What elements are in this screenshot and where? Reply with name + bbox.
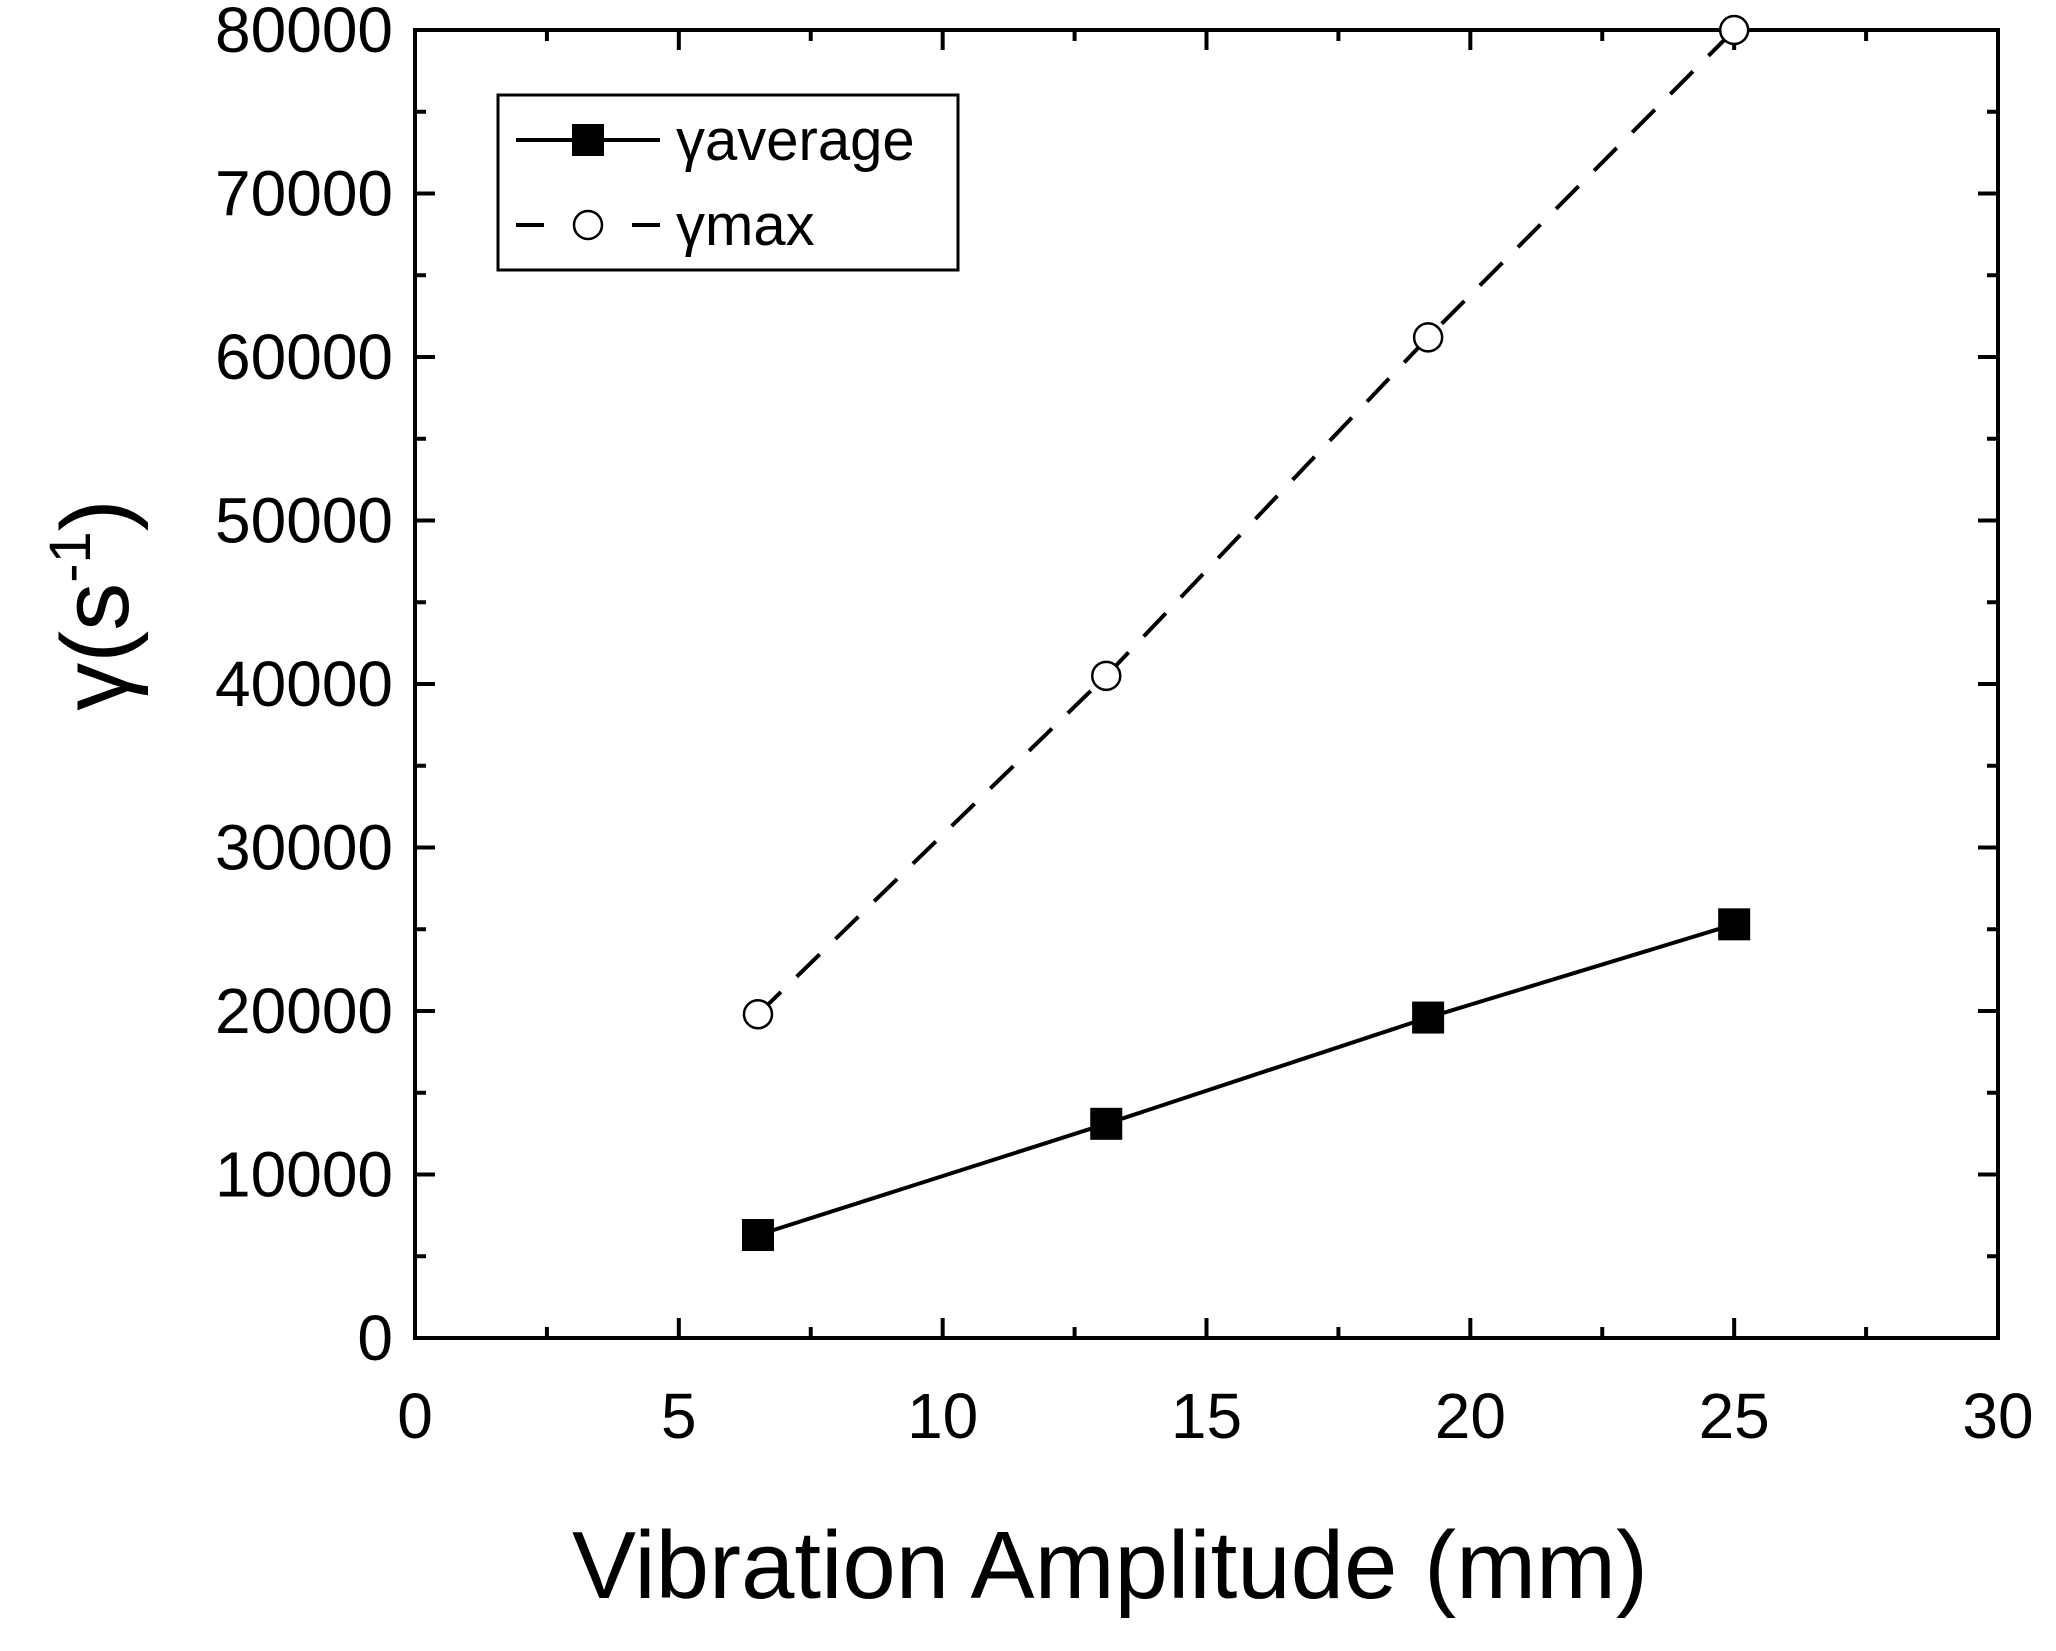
legend-marker [572, 209, 604, 241]
data-point [1718, 14, 1750, 46]
y-axis-title: γ(s-1) [38, 499, 149, 711]
x-tick-label: 25 [1699, 1380, 1770, 1452]
x-tick-label: 20 [1435, 1380, 1506, 1452]
data-point [1412, 1001, 1445, 1034]
x-axis-title: Vibration Amplitude (mm) [572, 1512, 1648, 1619]
data-point [741, 1218, 774, 1251]
y-tick-label: 30000 [215, 812, 393, 884]
y-axis-title-close: ) [42, 499, 149, 531]
x-tick-label: 10 [907, 1380, 978, 1452]
series-group [741, 14, 1751, 1251]
y-tick-label: 80000 [215, 0, 393, 66]
data-point [1718, 908, 1751, 941]
series-line [756, 28, 1736, 1016]
y-axis-title-superscript: -1 [38, 531, 103, 583]
data-point [1090, 1107, 1123, 1140]
y-tick-label: 70000 [215, 158, 393, 230]
y-tick-label: 20000 [215, 975, 393, 1047]
series-1 [741, 908, 1751, 1251]
x-tick-label: 15 [1171, 1380, 1242, 1452]
y-tick-label: 0 [357, 1302, 393, 1374]
y-tick-label: 50000 [215, 485, 393, 557]
series-line [757, 922, 1735, 1237]
x-tick-label: 30 [1962, 1380, 2033, 1452]
y-tick-label: 10000 [215, 1139, 393, 1211]
data-point [1412, 322, 1444, 353]
axes: 0 5 10 15 20 25 30 0 10000 20000 30000 40000 50000 60… [215, 0, 2034, 1452]
y-tick-label: 40000 [215, 648, 393, 720]
data-point [742, 999, 774, 1030]
legend-label: γaverage [676, 108, 915, 173]
y-axis-title-main: γ(s [42, 583, 149, 711]
legend-marker [572, 124, 604, 156]
legend-label: γmax [676, 193, 815, 258]
y-tick-label: 60000 [215, 321, 393, 393]
x-tick-label: 5 [661, 1380, 697, 1452]
legend: γaverage γmax [496, 93, 960, 272]
data-point [1090, 660, 1122, 692]
series-2 [742, 14, 1750, 1030]
x-tick-label: 0 [397, 1380, 433, 1452]
